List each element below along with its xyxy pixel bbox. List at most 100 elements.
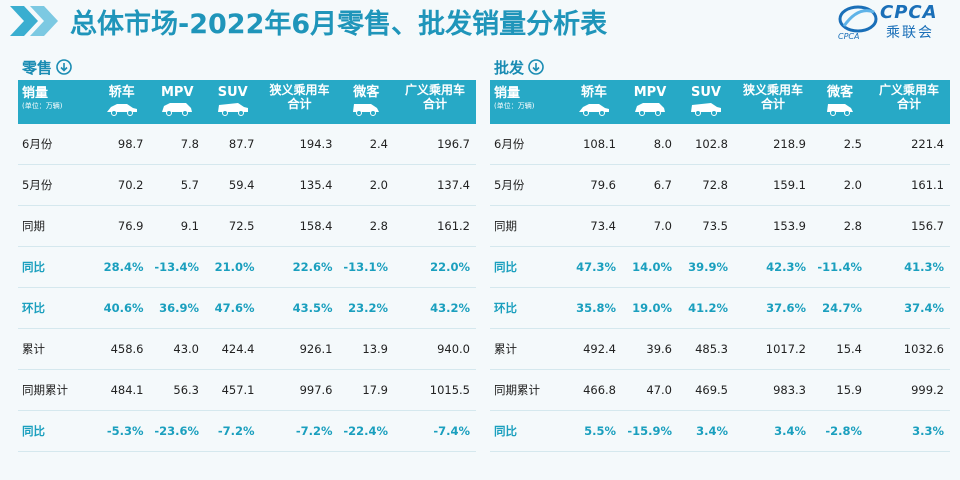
table-cell: 14.0% bbox=[622, 246, 678, 288]
table-cell: 102.8 bbox=[678, 124, 734, 165]
table-row: 同比 28.4% -13.4% 21.0% 22.6% -13.1% 22.0% bbox=[18, 246, 476, 288]
row-label: 同期累计 bbox=[18, 369, 94, 411]
row-label: 同比 bbox=[18, 410, 94, 452]
table-cell: 999.2 bbox=[868, 369, 950, 411]
header-narrow-total: 狭义乘用车 合计 bbox=[269, 83, 330, 111]
table-cell: 2.0 bbox=[812, 164, 868, 206]
table-cell: 41.2% bbox=[678, 287, 734, 329]
wholesale-header-row: 销量 (单位：万辆) 轿车 MPV SUV 狭义乘用车 合计 bbox=[490, 80, 950, 124]
table-cell: 3.4% bbox=[678, 410, 734, 452]
table-row: 6月份 108.1 8.0 102.8 218.9 2.5 221.4 bbox=[490, 124, 950, 165]
row-label: 同期 bbox=[490, 205, 566, 247]
down-arrow-circle-icon bbox=[528, 59, 544, 75]
table-cell: 24.7% bbox=[812, 287, 868, 329]
table-cell: -23.6% bbox=[149, 410, 205, 452]
table-row: 累计 492.4 39.6 485.3 1017.2 15.4 1032.6 bbox=[490, 328, 950, 370]
table-cell: 926.1 bbox=[260, 328, 339, 370]
header-mini: 微客 bbox=[812, 80, 868, 124]
table-cell: 159.1 bbox=[734, 164, 812, 206]
table-cell: 22.0% bbox=[394, 246, 476, 288]
table-cell: 1015.5 bbox=[394, 369, 476, 411]
table-cell: 457.1 bbox=[205, 369, 261, 411]
table-cell: 194.3 bbox=[260, 124, 339, 165]
table-cell: 940.0 bbox=[394, 328, 476, 370]
table-cell: 35.8% bbox=[566, 287, 622, 329]
header-suv: SUV bbox=[205, 80, 261, 124]
header-mpv: MPV bbox=[150, 80, 206, 124]
header-unit: (单位：万辆) bbox=[22, 102, 63, 110]
wholesale-section-label: 批发 bbox=[490, 54, 950, 80]
table-cell: -2.8% bbox=[812, 410, 868, 452]
table-cell: 22.6% bbox=[260, 246, 339, 288]
row-label: 5月份 bbox=[18, 164, 94, 206]
retail-section-label: 零售 bbox=[18, 54, 476, 80]
header-sedan: 轿车 bbox=[566, 80, 622, 124]
table-row: 同期 76.9 9.1 72.5 158.4 2.8 161.2 bbox=[18, 205, 476, 247]
table-cell: -11.4% bbox=[812, 246, 868, 288]
row-label: 同比 bbox=[490, 246, 566, 288]
row-label: 累计 bbox=[18, 328, 94, 370]
table-cell: 76.9 bbox=[94, 205, 150, 247]
table-cell: 137.4 bbox=[394, 164, 476, 206]
table-row: 同期 73.4 7.0 73.5 153.9 2.8 156.7 bbox=[490, 205, 950, 247]
table-cell: 37.4% bbox=[868, 287, 950, 329]
table-cell: 47.0 bbox=[622, 369, 678, 411]
table-cell: 196.7 bbox=[394, 124, 476, 165]
table-cell: 47.6% bbox=[205, 287, 261, 329]
header-narrow-total: 狭义乘用车 合计 bbox=[742, 83, 803, 111]
header-metric-cell: 销量 (单位：万辆) bbox=[18, 80, 94, 124]
table-row: 同比 -5.3% -23.6% -7.2% -7.2% -22.4% -7.4% bbox=[18, 410, 476, 452]
table-cell: 6.7 bbox=[622, 164, 678, 206]
minivan-icon bbox=[353, 104, 380, 116]
logo-swirl-icon bbox=[838, 5, 878, 33]
table-cell: 466.8 bbox=[566, 369, 622, 411]
row-label: 6月份 bbox=[490, 124, 566, 165]
page-title: 总体市场-2022年6月零售、批发销量分析表 bbox=[70, 9, 608, 40]
table-cell: 221.4 bbox=[868, 124, 950, 165]
retail-panel: 零售 销量 (单位：万辆) 轿车 MPV bbox=[18, 54, 476, 452]
table-cell: 98.7 bbox=[94, 124, 150, 165]
table-cell: 42.3% bbox=[734, 246, 812, 288]
table-cell: 7.8 bbox=[149, 124, 205, 165]
cpca-logo: CPCA 乘联会 CPCA bbox=[836, 2, 954, 44]
table-row: 同比 5.5% -15.9% 3.4% 3.4% -2.8% 3.3% bbox=[490, 410, 950, 452]
table-cell: 59.4 bbox=[205, 164, 261, 206]
header-metric: 销量 bbox=[22, 86, 49, 101]
table-cell: 15.9 bbox=[812, 369, 868, 411]
table-cell: 9.1 bbox=[149, 205, 205, 247]
table-cell: 73.5 bbox=[678, 205, 734, 247]
row-label: 同期 bbox=[18, 205, 94, 247]
table-row: 环比 35.8% 19.0% 41.2% 37.6% 24.7% 37.4% bbox=[490, 287, 950, 329]
table-cell: -7.2% bbox=[205, 410, 261, 452]
table-row: 环比 40.6% 36.9% 47.6% 43.5% 23.2% 43.2% bbox=[18, 287, 476, 329]
table-cell: 485.3 bbox=[678, 328, 734, 370]
table-row: 同期累计 484.1 56.3 457.1 997.6 17.9 1015.5 bbox=[18, 369, 476, 411]
logo-small-text: CPCA bbox=[838, 32, 860, 41]
header-mpv: MPV bbox=[622, 80, 678, 124]
table-cell: 1017.2 bbox=[734, 328, 812, 370]
table-cell: 153.9 bbox=[734, 205, 812, 247]
table-cell: 135.4 bbox=[260, 164, 339, 206]
table-cell: 1032.6 bbox=[868, 328, 950, 370]
table-cell: 2.8 bbox=[338, 205, 394, 247]
header-sedan: 轿车 bbox=[94, 80, 150, 124]
table-cell: 39.9% bbox=[678, 246, 734, 288]
table-cell: 3.3% bbox=[868, 410, 950, 452]
sedan-icon bbox=[579, 104, 609, 116]
retail-header-row: 销量 (单位：万辆) 轿车 MPV SUV 狭义乘用车 合计 bbox=[18, 80, 476, 124]
row-label: 累计 bbox=[490, 328, 566, 370]
row-label: 环比 bbox=[490, 287, 566, 329]
table-cell: 39.6 bbox=[622, 328, 678, 370]
header-broad-total: 广义乘用车 合计 bbox=[878, 83, 939, 111]
table-cell: 469.5 bbox=[678, 369, 734, 411]
table-cell: -5.3% bbox=[94, 410, 150, 452]
table-row: 同期累计 466.8 47.0 469.5 983.3 15.9 999.2 bbox=[490, 369, 950, 411]
wholesale-body: 6月份 108.1 8.0 102.8 218.9 2.5 221.4 5月份 79.6 6.7 7… bbox=[490, 124, 950, 452]
row-label: 同比 bbox=[490, 410, 566, 452]
header-suv: SUV bbox=[678, 80, 734, 124]
table-row: 同比 47.3% 14.0% 39.9% 42.3% -11.4% 41.3% bbox=[490, 246, 950, 288]
table-cell: 158.4 bbox=[260, 205, 339, 247]
table-cell: -7.2% bbox=[260, 410, 339, 452]
retail-body: 6月份 98.7 7.8 87.7 194.3 2.4 196.7 5月份 70.2 5.7 59.… bbox=[18, 124, 476, 452]
row-label: 5月份 bbox=[490, 164, 566, 206]
